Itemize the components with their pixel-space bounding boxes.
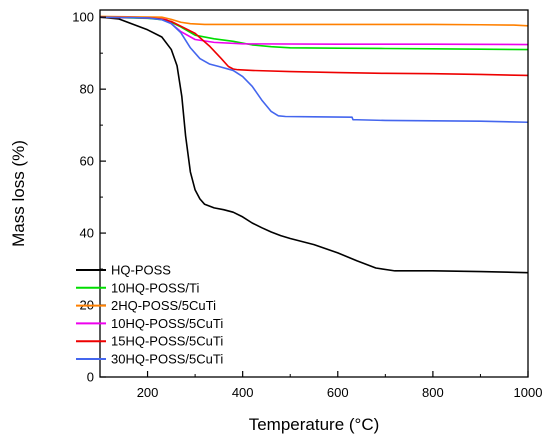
x-tick-label: 800 bbox=[422, 385, 444, 400]
series-line-4 bbox=[99, 16, 529, 77]
y-axis-title: Mass loss (%) bbox=[9, 140, 28, 247]
x-tick-label: 1000 bbox=[514, 385, 543, 400]
legend-item: 10HQ-POSS/Ti bbox=[76, 280, 199, 295]
legend: HQ-POSS 10HQ-POSS/Ti 2HQ-POSS/5CuTi 10HQ-PO… bbox=[76, 263, 223, 367]
legend-item: 2HQ-POSS/5CuTi bbox=[76, 298, 216, 313]
x-tick-label: 600 bbox=[327, 385, 349, 400]
series-line-5 bbox=[99, 16, 529, 124]
plot-frame bbox=[99, 9, 529, 378]
legend-label: 30HQ-POSS/5CuTi bbox=[111, 352, 223, 367]
y-tick-label: 0 bbox=[87, 370, 94, 385]
legend-label: HQ-POSS bbox=[111, 263, 171, 278]
series-line-0 bbox=[99, 16, 529, 274]
x-axis-title: Temperature (°C) bbox=[249, 415, 380, 434]
legend-label: 2HQ-POSS/5CuTi bbox=[111, 298, 216, 313]
x-tick-label: 400 bbox=[232, 385, 254, 400]
legend-item: 15HQ-POSS/5CuTi bbox=[76, 334, 223, 349]
y-tick-label: 100 bbox=[72, 10, 94, 25]
y-tick-label: 80 bbox=[80, 82, 94, 97]
y-tick-label: 40 bbox=[80, 226, 94, 241]
series-line-2 bbox=[99, 15, 529, 27]
legend-item: HQ-POSS bbox=[76, 263, 171, 278]
x-tick-label: 200 bbox=[137, 385, 159, 400]
legend-label: 10HQ-POSS/5CuTi bbox=[111, 316, 223, 331]
legend-item: 10HQ-POSS/5CuTi bbox=[76, 316, 223, 331]
series-layer bbox=[99, 15, 529, 274]
legend-item: 30HQ-POSS/5CuTi bbox=[76, 352, 223, 367]
legend-label: 10HQ-POSS/Ti bbox=[111, 280, 199, 295]
y-tick-label: 60 bbox=[80, 154, 94, 169]
legend-label: 15HQ-POSS/5CuTi bbox=[111, 334, 223, 349]
